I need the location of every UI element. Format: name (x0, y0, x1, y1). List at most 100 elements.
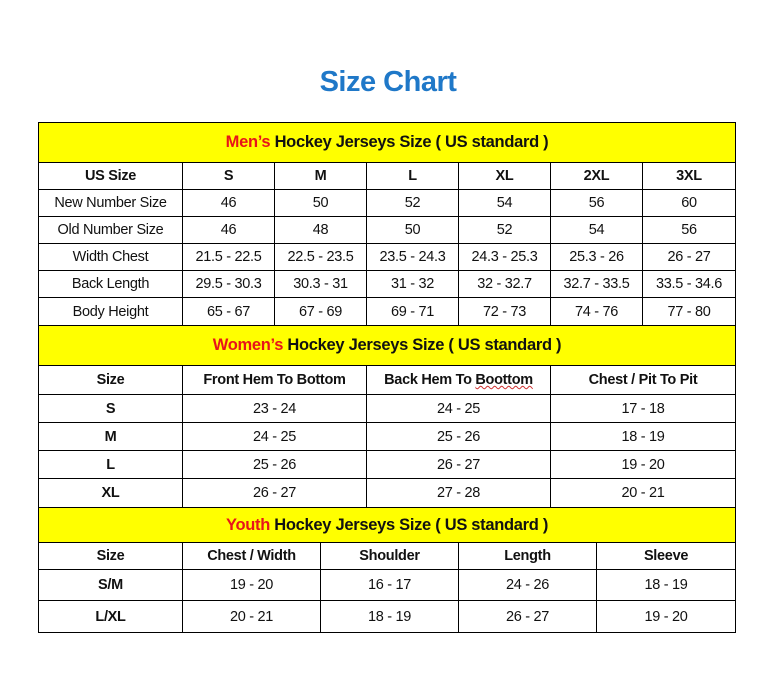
table-cell: XL (38, 478, 183, 508)
table-cell: 27 - 28 (366, 478, 551, 508)
table-row: XL 26 - 27 27 - 28 20 - 21 (38, 478, 736, 508)
table-cell: 19 - 20 (182, 569, 321, 601)
womens-header-row: Size Front Hem To Bottom Back Hem To Boo… (38, 365, 736, 395)
table-cell: 24 - 25 (182, 422, 367, 451)
header-text: Back Hem To (384, 372, 476, 388)
table-cell: L/XL (38, 600, 183, 633)
table-row: Body Height 65 - 67 67 - 69 69 - 71 72 - 73 7… (38, 297, 736, 326)
table-cell: 30.3 - 31 (274, 270, 367, 298)
table-cell: 31 - 32 (366, 270, 459, 298)
page-title: Size Chart (319, 66, 457, 98)
column-header: Chest / Width (182, 542, 321, 570)
column-header: Size (38, 542, 183, 570)
table-cell: 23.5 - 24.3 (366, 243, 459, 271)
table-cell: Width Chest (38, 243, 183, 271)
table-cell: 67 - 69 (274, 297, 367, 326)
table-cell: 46 (182, 189, 275, 217)
table-cell: 24 - 25 (366, 394, 551, 423)
table-row: S 23 - 24 24 - 25 17 - 18 (38, 394, 736, 423)
table-row: Width Chest 21.5 - 22.5 22.5 - 23.5 23.5 - … (38, 243, 736, 271)
table-cell: 32 - 32.7 (458, 270, 551, 298)
mens-header-row: US Size S M L XL 2XL 3XL (38, 162, 736, 190)
table-cell: 18 - 19 (320, 600, 459, 633)
mens-label: Men’s (225, 133, 271, 151)
table-cell: 18 - 19 (550, 422, 736, 451)
womens-section-heading: Women’s Hockey Jerseys Size ( US standar… (38, 325, 736, 366)
table-cell: 50 (274, 189, 367, 217)
table-cell: 17 - 18 (550, 394, 736, 423)
table-cell: Body Height (38, 297, 183, 326)
column-header: L (366, 162, 459, 190)
table-cell: 56 (550, 189, 643, 217)
mens-section-heading: Men’s Hockey Jerseys Size ( US standard … (38, 122, 736, 163)
table-cell: L (38, 450, 183, 479)
youth-label: Youth (225, 515, 270, 534)
column-header: XL (458, 162, 551, 190)
table-cell: 54 (550, 216, 643, 244)
table-row: Old Number Size 46 48 50 52 54 56 (38, 216, 736, 244)
table-cell: New Number Size (38, 189, 183, 217)
size-chart: Men’s Hockey Jerseys Size ( US standard … (37, 122, 737, 633)
table-cell: 26 - 27 (366, 450, 551, 479)
table-cell: 60 (642, 189, 736, 217)
womens-heading-text: Hockey Jerseys Size ( US standard ) (283, 336, 562, 354)
table-cell: 69 - 71 (366, 297, 459, 326)
table-cell: 22.5 - 23.5 (274, 243, 367, 271)
table-cell: 56 (642, 216, 736, 244)
table-cell: S/M (38, 569, 183, 601)
table-cell: 52 (458, 216, 551, 244)
column-header: US Size (38, 162, 183, 190)
table-cell: 26 - 27 (642, 243, 736, 271)
table-row: Back Length 29.5 - 30.3 30.3 - 31 31 - 32 32… (38, 270, 736, 298)
table-cell: 54 (458, 189, 551, 217)
column-header: Length (458, 542, 597, 570)
womens-label: Women’s (212, 336, 284, 354)
table-cell: Back Length (38, 270, 183, 298)
table-cell: 65 - 67 (182, 297, 275, 326)
table-cell: 19 - 20 (595, 600, 737, 633)
mens-table: Men’s Hockey Jerseys Size ( US standard … (38, 122, 736, 326)
table-cell: 26 - 27 (458, 600, 597, 633)
table-cell: 52 (366, 189, 459, 217)
table-cell: 26 - 27 (182, 478, 367, 508)
table-cell: 25 - 26 (182, 450, 367, 479)
table-cell: 23 - 24 (182, 394, 367, 423)
table-cell: S (38, 394, 183, 423)
column-header: 3XL (642, 162, 736, 190)
table-cell: 19 - 20 (550, 450, 736, 479)
table-row: M 24 - 25 25 - 26 18 - 19 (38, 422, 736, 451)
table-cell: 29.5 - 30.3 (182, 270, 275, 298)
column-header: Sleeve (595, 542, 737, 570)
column-header: Chest / Pit To Pit (550, 365, 736, 395)
column-header: Front Hem To Bottom (182, 365, 367, 395)
table-cell: 33.5 - 34.6 (642, 270, 736, 298)
table-cell: M (38, 422, 183, 451)
table-cell: 74 - 76 (550, 297, 643, 326)
table-row: L 25 - 26 26 - 27 19 - 20 (38, 450, 736, 479)
table-cell: 20 - 21 (550, 478, 736, 508)
column-header: S (182, 162, 275, 190)
table-cell: Old Number Size (38, 216, 183, 244)
table-cell: 24 - 26 (458, 569, 597, 601)
table-cell: 32.7 - 33.5 (550, 270, 643, 298)
table-row: S/M 19 - 20 16 - 17 24 - 26 18 - 19 (38, 569, 737, 601)
table-cell: 77 - 80 (642, 297, 736, 326)
youth-header-row: Size Chest / Width Shoulder Length Sleeve (38, 542, 737, 570)
womens-table: Women’s Hockey Jerseys Size ( US standar… (38, 325, 736, 508)
column-header: 2XL (550, 162, 643, 190)
table-cell: 16 - 17 (320, 569, 459, 601)
youth-table: Youth Hockey Jerseys Size ( US standard … (37, 507, 737, 633)
table-cell: 25 - 26 (366, 422, 551, 451)
table-row: New Number Size 46 50 52 54 56 60 (38, 189, 736, 217)
table-cell: 72 - 73 (458, 297, 551, 326)
youth-heading-text: Hockey Jerseys Size ( US standard ) (269, 515, 549, 534)
column-header: Size (38, 365, 183, 395)
table-cell: 24.3 - 25.3 (458, 243, 551, 271)
table-row: L/XL 20 - 21 18 - 19 26 - 27 19 - 20 (38, 600, 737, 633)
column-header: Shoulder (320, 542, 459, 570)
table-cell: 48 (274, 216, 367, 244)
table-cell: 46 (182, 216, 275, 244)
table-cell: 25.3 - 26 (550, 243, 643, 271)
table-cell: 18 - 19 (595, 569, 737, 601)
table-cell: 20 - 21 (182, 600, 321, 633)
